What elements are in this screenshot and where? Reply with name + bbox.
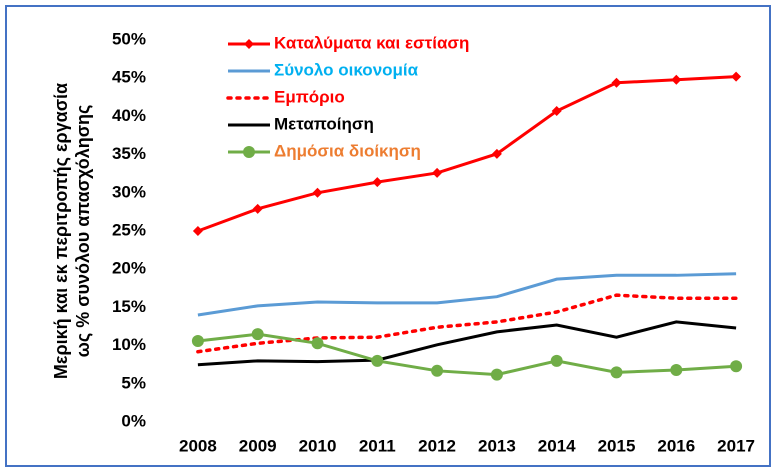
- x-tick-label: 2013: [478, 436, 516, 455]
- legend-label: Δημόσια διοίκηση: [274, 141, 421, 160]
- marker: [243, 146, 255, 158]
- x-tick-label: 2014: [538, 436, 576, 455]
- marker: [550, 354, 563, 367]
- marker: [731, 71, 742, 82]
- x-tick-label: 2015: [598, 436, 636, 455]
- marker: [490, 368, 503, 381]
- marker: [670, 364, 683, 377]
- marker: [252, 203, 263, 214]
- marker: [610, 366, 623, 379]
- marker: [251, 328, 264, 341]
- y-axis-label-line: Μερική και εκ περιτροπής εργασία: [51, 83, 71, 379]
- x-tick-label: 2017: [717, 436, 755, 455]
- marker: [611, 77, 622, 88]
- y-tick-label: 25%: [112, 220, 146, 239]
- y-tick-label: 40%: [112, 106, 146, 125]
- marker: [311, 337, 324, 350]
- y-axis-label-line: ως % συνόλου απασχόλησης: [73, 105, 93, 358]
- marker: [432, 167, 443, 178]
- marker: [191, 335, 204, 348]
- legend-label: Μεταποίηση: [274, 114, 374, 133]
- marker: [192, 226, 203, 236]
- x-tick-label: 2011: [359, 436, 396, 455]
- marker: [730, 360, 743, 373]
- marker: [551, 106, 562, 117]
- series-line: [197, 320, 737, 367]
- marker: [244, 39, 254, 49]
- marker: [671, 74, 682, 85]
- y-tick-label: 50%: [112, 29, 146, 48]
- marker: [371, 354, 384, 367]
- y-tick-label: 20%: [112, 259, 146, 278]
- y-axis-label: Μερική και εκ περιτροπής εργασία ως % συν…: [51, 83, 93, 379]
- x-tick-label: 2008: [179, 436, 217, 455]
- series-line: [197, 272, 737, 317]
- marker: [312, 187, 323, 198]
- x-tick-label: 2010: [299, 436, 337, 455]
- legend-label: Σύνολο οικονομία: [274, 60, 419, 79]
- marker: [431, 364, 444, 377]
- y-tick-label: 5%: [121, 373, 146, 392]
- y-tick-label: 30%: [112, 182, 146, 201]
- y-tick-label: 0%: [121, 411, 146, 430]
- y-tick-label: 35%: [112, 144, 146, 163]
- y-tick-label: 15%: [112, 297, 146, 316]
- series-line: [196, 293, 738, 354]
- series-line: [197, 75, 737, 233]
- series-line: [197, 332, 737, 377]
- x-tick-label: 2012: [418, 436, 456, 455]
- x-tick-label: 2016: [657, 436, 695, 455]
- marker: [491, 148, 502, 159]
- y-tick-label: 10%: [112, 335, 146, 354]
- legend-label: Καταλύματα και εστίαση: [274, 33, 469, 52]
- x-tick-label: 2009: [239, 436, 277, 455]
- y-tick-label: 45%: [112, 68, 146, 87]
- marker: [372, 177, 383, 188]
- legend-label: Εμπόριο: [274, 87, 345, 106]
